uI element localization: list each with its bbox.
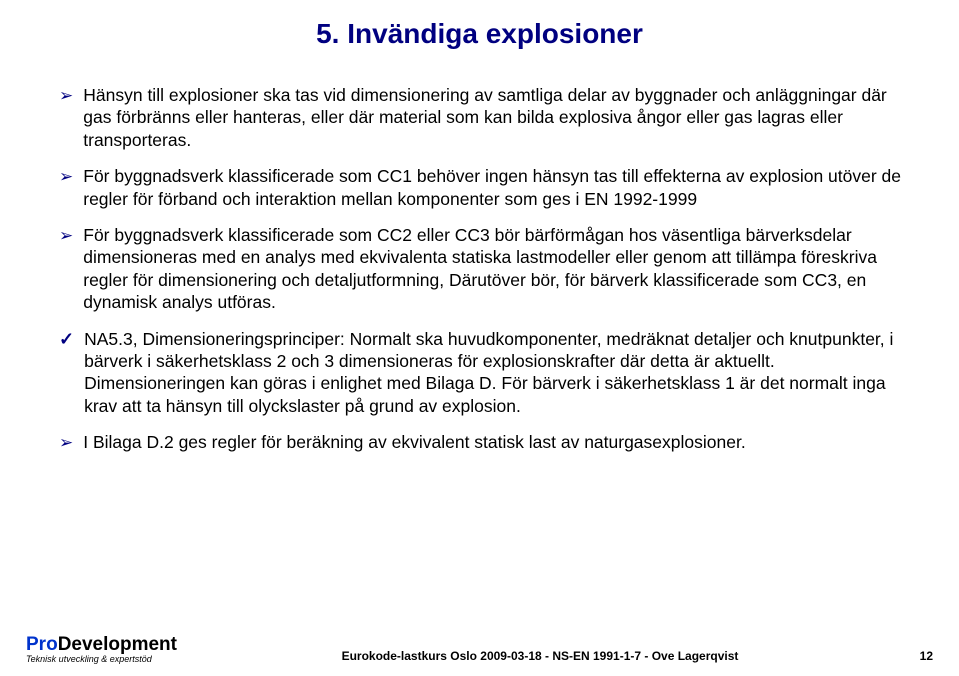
- list-item: ➢ För byggnadsverk klassificerade som CC…: [59, 224, 904, 314]
- content-list: ➢ Hänsyn till explosioner ska tas vid di…: [55, 84, 904, 454]
- slide: 5. Invändiga explosioner ➢ Hänsyn till e…: [0, 0, 959, 676]
- footer: ProDevelopment Teknisk utveckling & expe…: [0, 635, 959, 664]
- logo-subtitle: Teknisk utveckling & expertstöd: [26, 655, 177, 664]
- logo-main: ProDevelopment: [26, 635, 177, 654]
- arrow-icon: ➢: [59, 225, 73, 314]
- item-text: För byggnadsverk klassificerade som CC2 …: [83, 224, 904, 314]
- check-icon: ✓: [59, 328, 74, 418]
- logo-dev: Development: [58, 634, 177, 655]
- arrow-icon: ➢: [59, 166, 73, 210]
- item-text: För byggnadsverk klassificerade som CC1 …: [83, 165, 904, 210]
- item-text: NA5.3, Dimensioneringsprinciper: Normalt…: [84, 328, 904, 418]
- item-text: I Bilaga D.2 ges regler för beräkning av…: [83, 431, 745, 454]
- list-item: ➢ I Bilaga D.2 ges regler för beräkning …: [59, 431, 904, 454]
- slide-title: 5. Invändiga explosioner: [55, 18, 904, 50]
- list-item: ➢ Hänsyn till explosioner ska tas vid di…: [59, 84, 904, 151]
- logo-pro: Pro: [26, 634, 58, 655]
- logo: ProDevelopment Teknisk utveckling & expe…: [26, 635, 177, 664]
- list-item: ➢ För byggnadsverk klassificerade som CC…: [59, 165, 904, 210]
- arrow-icon: ➢: [59, 432, 73, 454]
- page-number: 12: [903, 649, 933, 664]
- list-item: ✓ NA5.3, Dimensioneringsprinciper: Norma…: [59, 328, 904, 418]
- item-text: Hänsyn till explosioner ska tas vid dime…: [83, 84, 904, 151]
- footer-text: Eurokode-lastkurs Oslo 2009-03-18 - NS-E…: [177, 649, 903, 664]
- arrow-icon: ➢: [59, 85, 73, 151]
